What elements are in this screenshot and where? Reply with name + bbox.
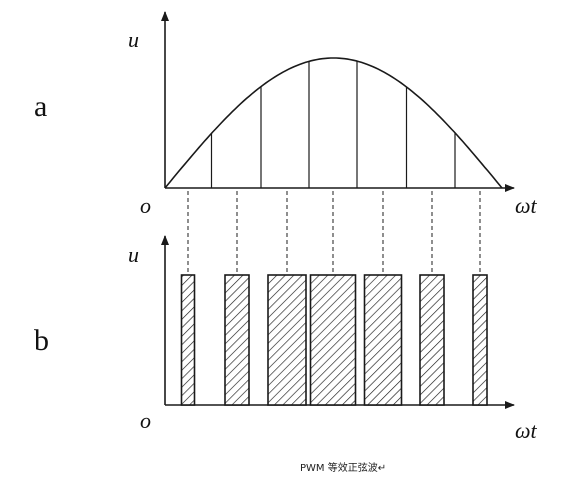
sample-lines (210, 61, 456, 188)
panel-b: b u ωt o (34, 235, 538, 443)
sine-curve (164, 57, 503, 189)
pwm-pulse (309, 274, 357, 406)
projection-lines (187, 191, 481, 273)
panel-b-origin: o (140, 408, 151, 433)
pwm-pulse (472, 274, 488, 406)
panel-a-origin: o (140, 193, 151, 218)
panel-b-label: b (34, 324, 49, 357)
panel-b-x-label: ωt (515, 418, 538, 443)
pwm-pulse (180, 274, 196, 406)
pwm-pulse (363, 274, 403, 406)
panel-b-y-label: u (128, 242, 139, 267)
panel-a: a u ωt o (34, 11, 538, 218)
pwm-pulses (180, 274, 488, 406)
pwm-pulse (419, 274, 445, 406)
pwm-pulse (267, 274, 307, 406)
panel-a-label: a (34, 90, 47, 123)
figure-caption: PWM 等效正弦波↵ (300, 461, 386, 474)
panel-a-y-label: u (128, 27, 139, 52)
pwm-pulse (224, 274, 250, 406)
panel-a-x-label: ωt (515, 193, 538, 218)
